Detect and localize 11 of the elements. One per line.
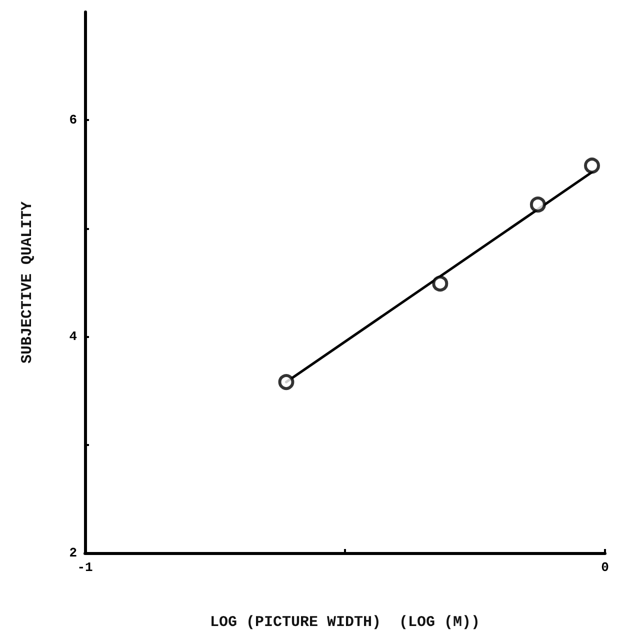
point xyxy=(278,374,294,390)
x-tick-label: -1 xyxy=(77,560,93,575)
y-tick-label: 6 xyxy=(69,112,78,128)
point xyxy=(432,276,448,292)
point xyxy=(584,158,600,174)
x-tick-label: 0 xyxy=(601,560,610,575)
y-axis-title: SUBJECTIVE QUALITY xyxy=(19,201,36,364)
point xyxy=(530,196,546,213)
y-tick-label: 2 xyxy=(69,546,78,560)
y-tick-label: 4 xyxy=(69,329,78,344)
x-axis-title: LOG (PICTURE WIDTH) (LOG (M)) xyxy=(210,614,480,631)
